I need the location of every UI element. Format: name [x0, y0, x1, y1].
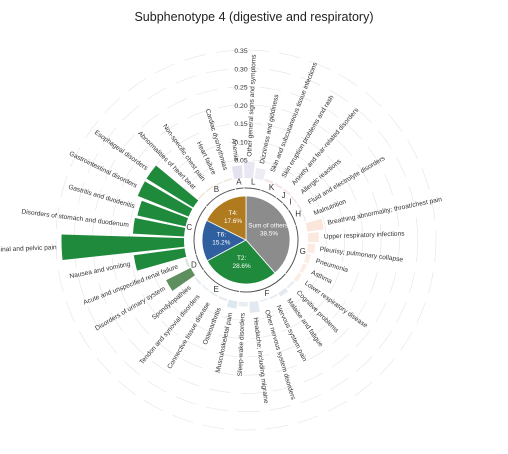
- pie-label: T2:: [237, 255, 246, 262]
- group-arc: [282, 203, 289, 210]
- group-arc: [203, 270, 240, 293]
- bar: [307, 232, 319, 243]
- chart-title: Subphenotype 4 (digestive and respirator…: [134, 10, 374, 24]
- grid-ring: [55, 49, 437, 431]
- bar: [238, 301, 248, 307]
- group-arc: [206, 188, 236, 207]
- pie-label: Sum of others:: [248, 222, 290, 229]
- bar: [137, 200, 188, 227]
- bar: [223, 178, 233, 182]
- group-letter: K: [269, 183, 275, 192]
- category-label: Gastritis and duodenitis: [67, 184, 136, 211]
- bar: [282, 188, 291, 196]
- group-letter: H: [295, 210, 301, 219]
- group-arc: [195, 255, 204, 271]
- group-arc: [235, 187, 244, 190]
- bar: [299, 263, 307, 273]
- pie-label: T4:: [228, 210, 237, 217]
- bar: [259, 298, 269, 302]
- bar: [214, 181, 223, 187]
- bar: [133, 248, 187, 271]
- bar: [269, 293, 278, 300]
- bar: [243, 161, 255, 179]
- bar: [286, 280, 295, 289]
- axis-tick-label: 0.15: [234, 121, 247, 128]
- bar: [198, 192, 206, 200]
- category-label: Other general signs and symptoms: [246, 54, 257, 157]
- bar: [304, 253, 311, 264]
- axis-tick-label: 0.35: [234, 48, 247, 55]
- axis-tick-label: 0.10: [234, 139, 247, 146]
- bar: [293, 272, 302, 282]
- category-label: Nausea and vomiting: [69, 261, 131, 281]
- bar: [209, 290, 218, 297]
- pie-value: 28.6%: [233, 263, 251, 270]
- category-label: Abdominal and pelvic pain: [0, 244, 57, 254]
- group-letter: F: [265, 289, 270, 298]
- pie-value: 15.2%: [212, 239, 230, 246]
- bar: [231, 165, 243, 180]
- category-label: Headache; including migraine: [252, 317, 270, 404]
- pie-label: T6:: [217, 231, 226, 238]
- pie-slice: [206, 195, 247, 241]
- bar: [146, 165, 199, 208]
- axis-tick-label: 0.05: [234, 158, 247, 165]
- bar: [201, 284, 210, 292]
- group-letter: E: [214, 285, 219, 294]
- axis-tick-label: 0.25: [234, 85, 247, 92]
- pie-value: 38.5%: [260, 230, 278, 237]
- group-arc: [285, 225, 299, 274]
- bar: [302, 213, 307, 222]
- bar: [61, 234, 185, 261]
- bar: [137, 181, 193, 217]
- group-letter: L: [251, 178, 256, 187]
- group-arc: [193, 206, 207, 255]
- pie-slice: [245, 195, 291, 274]
- group-arc: [261, 189, 277, 198]
- pie-slice: [206, 239, 276, 285]
- group-letter: A: [236, 178, 242, 187]
- group-letter: C: [186, 223, 192, 232]
- group-letter: D: [191, 260, 197, 269]
- group-letter: J: [282, 191, 286, 200]
- bar: [184, 258, 190, 268]
- bar: [205, 185, 214, 193]
- group-letter: G: [300, 247, 306, 256]
- grid-ring: [73, 67, 419, 413]
- bar: [278, 287, 289, 297]
- pie-value: 17.6%: [224, 218, 242, 225]
- bar: [290, 195, 298, 204]
- group-arc: [244, 187, 261, 191]
- group-arc: [276, 197, 283, 204]
- category-label: Anemia: [230, 138, 240, 161]
- category-label: Pleurisy; pulmonary collapse: [319, 246, 403, 264]
- group-letter: I: [289, 198, 291, 207]
- bar: [226, 299, 238, 309]
- axis-tick-label: 0.30: [234, 66, 247, 73]
- bar: [249, 300, 260, 313]
- bar: [264, 178, 274, 184]
- category-label: Upper respiratory infections: [324, 230, 406, 240]
- group-arc: [239, 273, 286, 293]
- group-arc: [288, 209, 297, 225]
- bar: [194, 276, 202, 285]
- bar: [306, 243, 316, 254]
- bar: [218, 296, 228, 302]
- bar: [274, 182, 283, 190]
- bar: [132, 218, 186, 237]
- bar: [166, 267, 196, 291]
- bar: [296, 203, 303, 213]
- axis-tick-label: 0.20: [234, 103, 247, 110]
- category-label: Sleep-wake disorders: [237, 312, 247, 376]
- category-label: Disorders of stomach and duodenum: [21, 208, 130, 229]
- bar: [254, 167, 267, 181]
- bar: [305, 218, 324, 232]
- group-letter: B: [214, 185, 219, 194]
- grid-ring: [165, 159, 327, 321]
